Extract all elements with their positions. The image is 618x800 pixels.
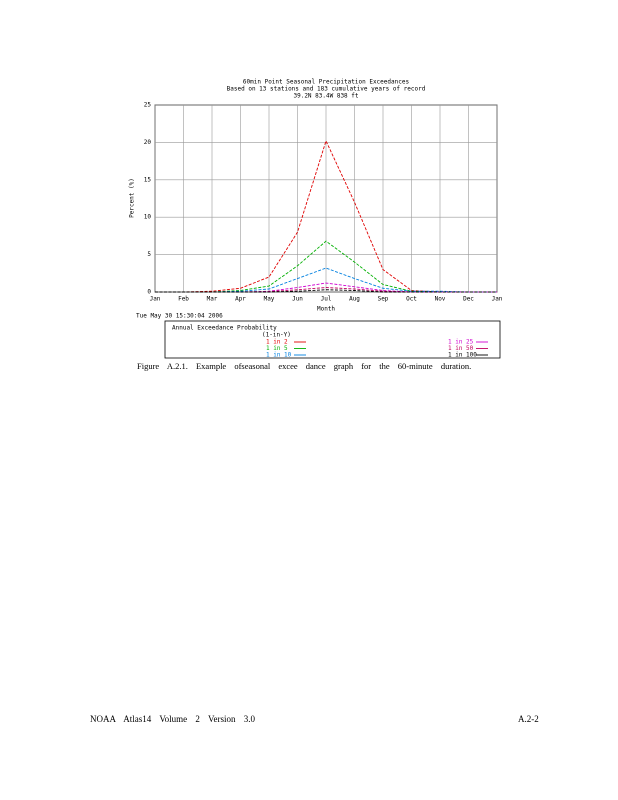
legend-label: 1 in 2 xyxy=(266,339,288,346)
x-tick-label: Oct xyxy=(406,296,417,303)
x-tick-label: Apr xyxy=(235,296,246,303)
x-tick-label: Jun xyxy=(292,296,303,303)
y-axis-label: Percent (%) xyxy=(129,178,136,218)
legend-label: 1 in 5 xyxy=(266,345,288,352)
chart: 60min Point Seasonal Precipitation Excee… xyxy=(129,79,503,359)
legend-label: 1 in 10 xyxy=(266,352,292,359)
legend-label: 1 in 100 xyxy=(448,352,477,359)
x-tick-label: Jul xyxy=(321,296,332,303)
figure-caption: Figure A.2.1. Example ofseasonal excee d… xyxy=(137,361,472,371)
footer-right: A.2-2 xyxy=(518,714,539,724)
x-tick-label: Jan xyxy=(492,296,503,303)
x-tick-label: Jan xyxy=(150,296,161,303)
y-tick-label: 10 xyxy=(144,214,152,221)
chart-location: 39.2N 83.4W 838 ft xyxy=(293,93,358,100)
x-tick-label: May xyxy=(264,296,275,303)
y-tick-label: 5 xyxy=(147,251,151,258)
legend-label: 1 in 25 xyxy=(448,339,474,346)
x-tick-label: Sep xyxy=(378,296,389,303)
y-tick-label: 0 xyxy=(147,289,151,296)
footer-left: NOAA Atlas14 Volume 2 Version 3.0 xyxy=(90,714,256,724)
legend-subtitle: (1-in-Y) xyxy=(262,332,291,339)
x-tick-label: Aug xyxy=(349,296,360,303)
series-line xyxy=(155,289,497,293)
chart-subtitle: Based on 13 stations and 183 cumulative … xyxy=(227,86,426,93)
y-tick-label: 15 xyxy=(144,176,152,183)
x-axis-label: Month xyxy=(317,306,335,313)
y-tick-label: 20 xyxy=(144,139,152,146)
legend-label: 1 in 50 xyxy=(448,345,474,352)
chart-title: 60min Point Seasonal Precipitation Excee… xyxy=(243,79,410,86)
legend-box xyxy=(164,320,501,359)
x-tick-label: Feb xyxy=(178,296,189,303)
y-tick-label: 25 xyxy=(144,102,152,109)
x-tick-label: Nov xyxy=(435,296,446,303)
timestamp: Tue May 30 15:30:04 2006 xyxy=(136,313,223,320)
legend-title: Annual Exceedance Probability xyxy=(172,325,277,332)
x-tick-label: Dec xyxy=(463,296,474,303)
x-tick-label: Mar xyxy=(207,296,218,303)
